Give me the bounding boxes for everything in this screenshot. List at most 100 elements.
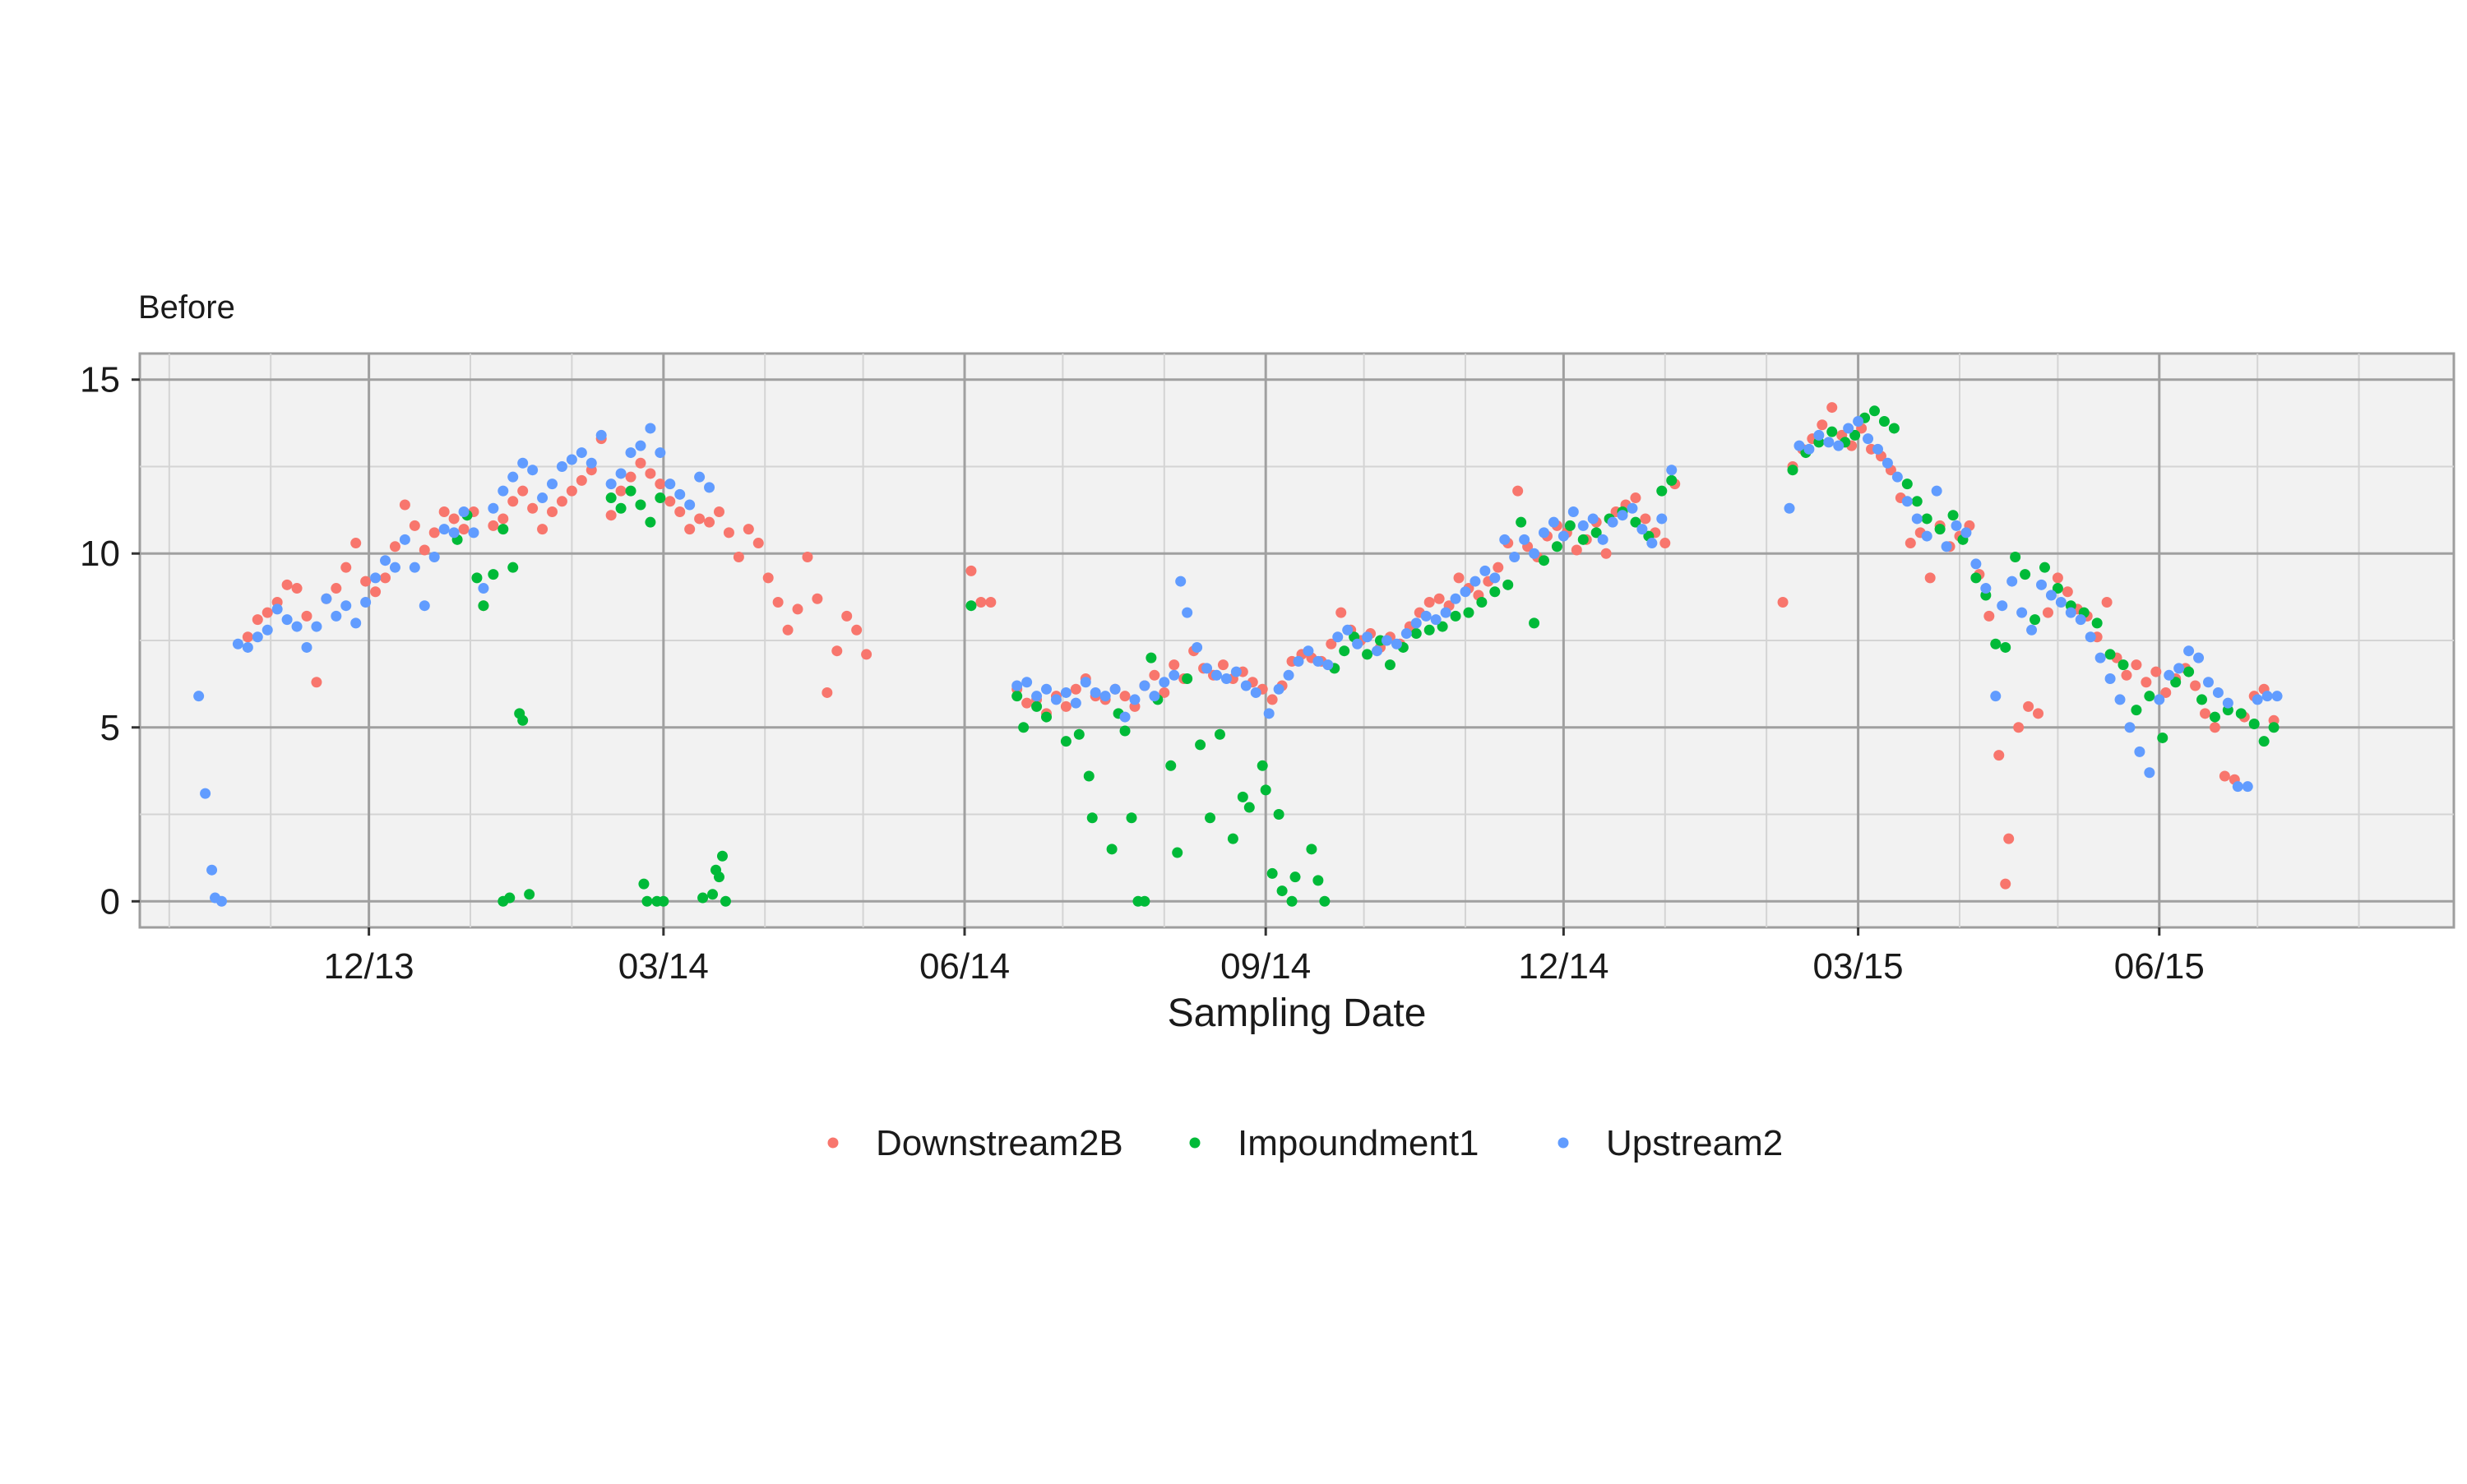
data-point xyxy=(1266,694,1278,705)
data-point xyxy=(1849,429,1861,441)
data-point xyxy=(733,551,744,562)
data-point xyxy=(605,478,617,490)
data-point xyxy=(1587,513,1599,525)
data-point xyxy=(1041,683,1053,695)
data-point xyxy=(1106,844,1118,855)
data-point xyxy=(1273,809,1284,821)
data-point xyxy=(1159,687,1170,698)
data-point xyxy=(1911,513,1923,525)
data-point xyxy=(242,641,253,653)
data-point xyxy=(1941,541,1952,552)
data-point xyxy=(360,596,372,608)
data-point xyxy=(360,576,372,587)
x-tick-label: 03/14 xyxy=(618,946,709,987)
data-point xyxy=(2173,663,2185,674)
data-point xyxy=(625,471,636,483)
data-point xyxy=(1335,607,1347,618)
data-point xyxy=(262,624,273,636)
data-point xyxy=(291,621,303,632)
data-point xyxy=(350,617,362,629)
data-point xyxy=(1126,812,1137,824)
data-point xyxy=(1970,572,1982,584)
data-point xyxy=(527,502,539,514)
data-point xyxy=(1997,600,2008,612)
data-point xyxy=(1787,465,1798,476)
data-point xyxy=(1656,513,1668,525)
data-point xyxy=(1149,691,1160,702)
data-point xyxy=(370,586,382,598)
data-point xyxy=(1564,520,1576,531)
data-point xyxy=(350,538,362,549)
data-point xyxy=(645,516,656,528)
data-point xyxy=(1993,750,2005,761)
data-point xyxy=(206,864,218,876)
data-point xyxy=(1502,579,1514,590)
data-point xyxy=(1210,669,1222,681)
x-tick-label: 12/14 xyxy=(1518,946,1608,987)
data-point xyxy=(1493,562,1504,573)
data-point xyxy=(2131,705,2142,716)
legend-label: Impoundment1 xyxy=(1238,1123,1479,1163)
data-point xyxy=(1080,677,1091,688)
x-tick-label: 03/15 xyxy=(1813,946,1904,987)
data-point xyxy=(684,499,696,511)
data-point xyxy=(1031,691,1043,702)
data-point xyxy=(635,499,646,511)
data-point xyxy=(2258,736,2270,747)
data-point xyxy=(694,513,706,525)
data-point xyxy=(1060,687,1072,698)
data-point xyxy=(2065,607,2076,618)
data-point xyxy=(1872,443,1883,455)
data-point xyxy=(478,583,489,594)
data-point xyxy=(262,607,273,618)
data-point xyxy=(1905,538,1916,549)
data-point xyxy=(2196,694,2208,705)
legend-label: Upstream2 xyxy=(1606,1123,1783,1163)
data-point xyxy=(1352,638,1363,650)
data-point xyxy=(1021,697,1033,709)
data-point xyxy=(1182,607,1193,618)
data-point xyxy=(1607,516,1618,528)
data-point xyxy=(419,600,430,612)
data-point xyxy=(311,677,322,688)
data-point xyxy=(2091,617,2103,629)
data-point xyxy=(1888,423,1900,434)
data-point xyxy=(2202,677,2214,688)
data-point xyxy=(694,471,706,483)
data-point xyxy=(488,520,499,531)
data-point xyxy=(586,457,597,469)
data-point xyxy=(1843,423,1854,434)
data-point xyxy=(2261,691,2273,702)
legend-label: Downstream2B xyxy=(876,1123,1123,1163)
data-point xyxy=(1332,631,1344,643)
data-point xyxy=(1381,635,1392,646)
data-point xyxy=(1391,638,1402,650)
data-point xyxy=(1326,638,1337,650)
data-point xyxy=(1924,572,1936,584)
data-point xyxy=(2124,722,2136,733)
data-point xyxy=(1099,691,1111,702)
data-point xyxy=(438,506,450,517)
data-point xyxy=(1230,666,1242,677)
data-point xyxy=(1479,565,1491,576)
data-point xyxy=(704,482,715,493)
y-axis: 0 5 10 15 xyxy=(80,360,140,922)
data-point xyxy=(576,447,587,459)
data-point xyxy=(2248,719,2260,730)
panel-title: Before xyxy=(138,289,235,326)
data-point xyxy=(2006,576,2018,587)
data-point xyxy=(645,468,656,479)
data-point xyxy=(1567,506,1579,517)
data-point xyxy=(655,447,666,459)
data-point xyxy=(861,649,872,660)
data-point xyxy=(2144,691,2155,702)
data-point xyxy=(645,423,656,434)
data-point xyxy=(1342,624,1354,636)
data-point xyxy=(1175,576,1187,587)
data-point xyxy=(1129,694,1141,705)
data-point xyxy=(1983,610,1995,622)
data-point xyxy=(2193,652,2205,663)
legend-item-upstream2: Upstream2 xyxy=(1557,1123,1783,1163)
data-point xyxy=(1372,645,1383,657)
data-point xyxy=(1257,760,1268,771)
